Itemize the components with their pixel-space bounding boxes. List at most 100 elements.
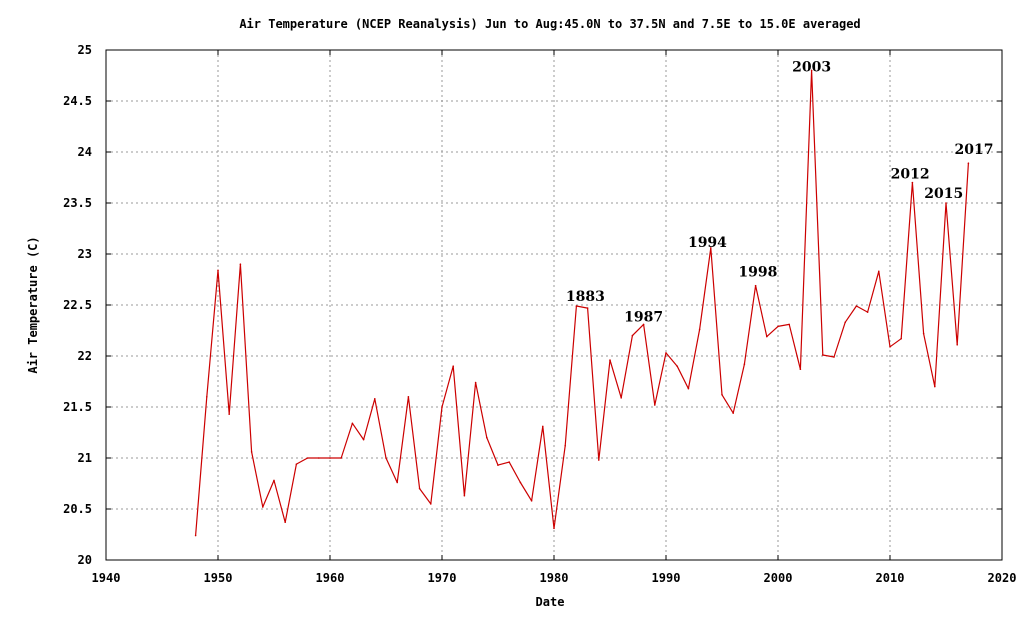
year-annotation: 2012	[891, 167, 930, 183]
data-point	[900, 337, 902, 340]
data-point	[822, 354, 824, 356]
data-point	[799, 368, 802, 371]
data-point	[228, 413, 230, 415]
data-point	[945, 202, 947, 204]
data-point	[911, 181, 914, 184]
data-point	[306, 457, 309, 459]
data-point	[922, 332, 925, 335]
data-point	[284, 521, 287, 524]
data-point	[407, 396, 410, 398]
data-point	[878, 270, 880, 273]
x-tick-label: 1940	[92, 571, 121, 585]
data-point	[430, 503, 432, 505]
year-annotation: 2017	[955, 142, 994, 158]
y-axis-label: Air Temperature (C)	[26, 236, 40, 373]
data-point	[687, 387, 690, 390]
data-point	[631, 334, 634, 337]
year-annotation: 1998	[738, 265, 777, 281]
data-point	[743, 363, 746, 365]
y-tick-label: 23	[78, 247, 92, 261]
data-point	[844, 321, 846, 324]
data-point	[665, 352, 667, 354]
data-point	[194, 534, 197, 537]
data-point	[385, 457, 387, 459]
y-tick-label: 20.5	[63, 502, 92, 516]
data-point	[262, 506, 264, 508]
data-point	[586, 307, 589, 309]
data-point	[698, 328, 701, 331]
data-point	[754, 284, 757, 287]
year-annotation: 1883	[566, 289, 605, 305]
year-annotation: 2003	[792, 60, 831, 76]
data-point	[497, 464, 499, 466]
y-tick-label: 22	[78, 349, 92, 363]
data-point	[474, 381, 477, 384]
data-point	[967, 162, 970, 165]
data-point	[810, 69, 813, 72]
x-tick-label: 1970	[428, 571, 457, 585]
y-tick-label: 22.5	[63, 298, 92, 312]
gridlines	[106, 50, 1002, 560]
data-point	[642, 323, 645, 326]
x-tick-label: 2010	[876, 571, 905, 585]
year-annotation: 2015	[924, 186, 963, 202]
data-point	[542, 425, 544, 428]
data-point	[329, 457, 331, 459]
x-tick-label: 1980	[540, 571, 569, 585]
data-point	[866, 311, 869, 313]
x-tick-label: 2020	[988, 571, 1017, 585]
data-point	[519, 481, 522, 484]
data-point	[766, 335, 768, 338]
data-point	[956, 343, 958, 346]
data-point	[508, 461, 511, 463]
data-point	[418, 487, 421, 490]
y-tick-label: 23.5	[63, 196, 92, 210]
data-point	[250, 451, 253, 453]
x-tick-label: 1960	[316, 571, 345, 585]
year-annotation: 1987	[624, 309, 663, 325]
data-point	[463, 494, 466, 497]
data-point	[318, 457, 320, 459]
x-axis-label: Date	[536, 595, 565, 609]
data-point	[486, 436, 488, 439]
data-point	[530, 500, 533, 502]
data-point	[609, 359, 611, 361]
data-point	[362, 438, 365, 441]
data-point	[575, 305, 578, 307]
annotation-layer: 1883 1987 1994 1998 2003 2012 2015 2017	[566, 60, 994, 326]
data-point	[620, 397, 622, 399]
y-tick-label: 21	[78, 451, 92, 465]
data-point	[340, 457, 343, 459]
data-point	[788, 323, 790, 326]
x-tick-label: 1950	[204, 571, 233, 585]
data-point	[273, 479, 275, 482]
data-point	[598, 459, 600, 461]
data-point	[239, 263, 242, 266]
data-point	[777, 325, 779, 328]
data-point	[934, 385, 936, 388]
axis-ticks: 1940 1950 1960 1970 1980 1990 2000 2010 20202020…	[63, 43, 1016, 585]
data-point	[206, 396, 208, 398]
y-tick-label: 24.5	[63, 94, 92, 108]
series-line	[195, 69, 969, 536]
y-tick-label: 21.5	[63, 400, 92, 414]
y-tick-label: 20	[78, 553, 92, 567]
year-annotation: 1994	[688, 235, 727, 251]
data-point	[721, 393, 723, 396]
chart-title: Air Temperature (NCEP Reanalysis) Jun to…	[239, 17, 860, 31]
data-point	[441, 406, 443, 408]
y-tick-label: 25	[78, 43, 92, 57]
data-point	[553, 527, 555, 530]
data-point	[855, 305, 858, 307]
data-point	[452, 365, 455, 368]
x-tick-label: 2000	[764, 571, 793, 585]
data-point	[564, 444, 566, 447]
x-tick-label: 1990	[652, 571, 681, 585]
data-point	[889, 346, 891, 348]
data-point	[732, 412, 734, 414]
data-point	[833, 356, 835, 358]
series-layer	[194, 69, 970, 537]
data-point	[654, 404, 656, 406]
